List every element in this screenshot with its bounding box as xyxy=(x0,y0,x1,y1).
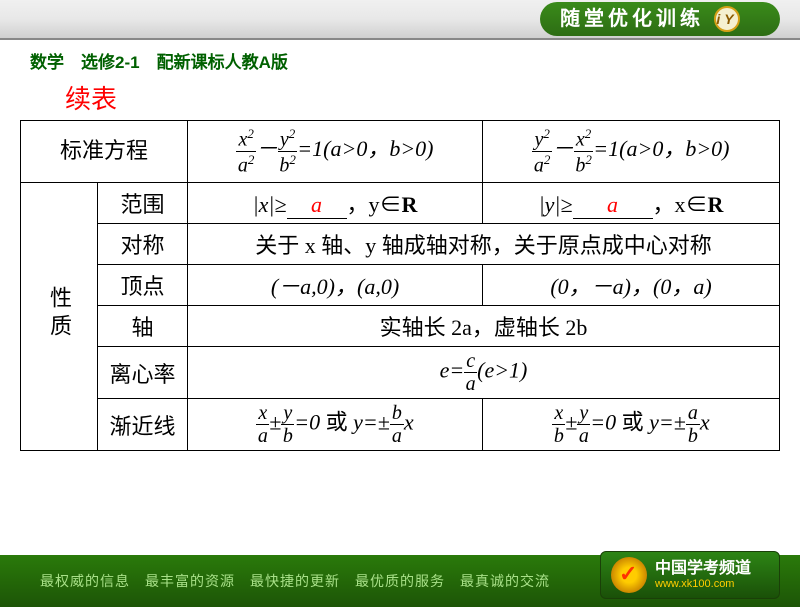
logo-line1: 中国学考频道 xyxy=(655,559,751,578)
std-eq-label: 标准方程 xyxy=(21,121,188,183)
ecc-formula: e=ca(e>1) xyxy=(188,347,780,399)
range-col2: |y|≥a，x∈R xyxy=(483,183,780,224)
asym-col2: xb±ya=0 或 y=±abx xyxy=(483,399,780,451)
footer-text: 最权威的信息 最丰富的资源 最快捷的更新 最优质的服务 最真诚的交流 xyxy=(40,571,550,591)
eq-col1: x2a2－y2b2=1(a>0，b>0) xyxy=(188,121,483,183)
continue-label: 续表 xyxy=(65,79,800,116)
footer: 最权威的信息 最丰富的资源 最快捷的更新 最优质的服务 最真诚的交流 中国学考频… xyxy=(0,555,800,607)
property-label: 性质 xyxy=(21,183,98,451)
asym-label: 渐近线 xyxy=(98,399,188,451)
page-header: 数学 选修2-1 配新课标人教A版 xyxy=(0,40,800,73)
asym-col1: xa±yb=0 或 y=±bax xyxy=(188,399,483,451)
axis-text: 实轴长 2a，虚轴长 2b xyxy=(188,306,780,347)
footer-logo: 中国学考频道 www.xk100.com xyxy=(600,551,780,599)
hyperbola-table: 标准方程 x2a2－y2b2=1(a>0，b>0) y2a2－x2b2=1(a>… xyxy=(20,120,780,451)
ecc-label: 离心率 xyxy=(98,347,188,399)
axis-label: 轴 xyxy=(98,306,188,347)
vertex-col1: (－a,0)，(a,0) xyxy=(188,265,483,306)
eq-col2: y2a2－x2b2=1(a>0，b>0) xyxy=(483,121,780,183)
badge-icon: iY xyxy=(714,6,740,32)
vertex-col2: (0，－a)，(0，a) xyxy=(483,265,780,306)
vertex-label: 顶点 xyxy=(98,265,188,306)
logo-line2: www.xk100.com xyxy=(655,578,751,591)
range-col1: |x|≥a，y∈R xyxy=(188,183,483,224)
range-label: 范围 xyxy=(98,183,188,224)
top-badge: 随堂优化训练 iY xyxy=(540,2,780,36)
top-bar: 随堂优化训练 iY xyxy=(0,0,800,40)
logo-icon xyxy=(611,557,647,593)
symmetry-text: 关于 x 轴、y 轴成轴对称，关于原点成中心对称 xyxy=(188,224,780,265)
symmetry-label: 对称 xyxy=(98,224,188,265)
top-badge-text: 随堂优化训练 xyxy=(560,2,704,36)
